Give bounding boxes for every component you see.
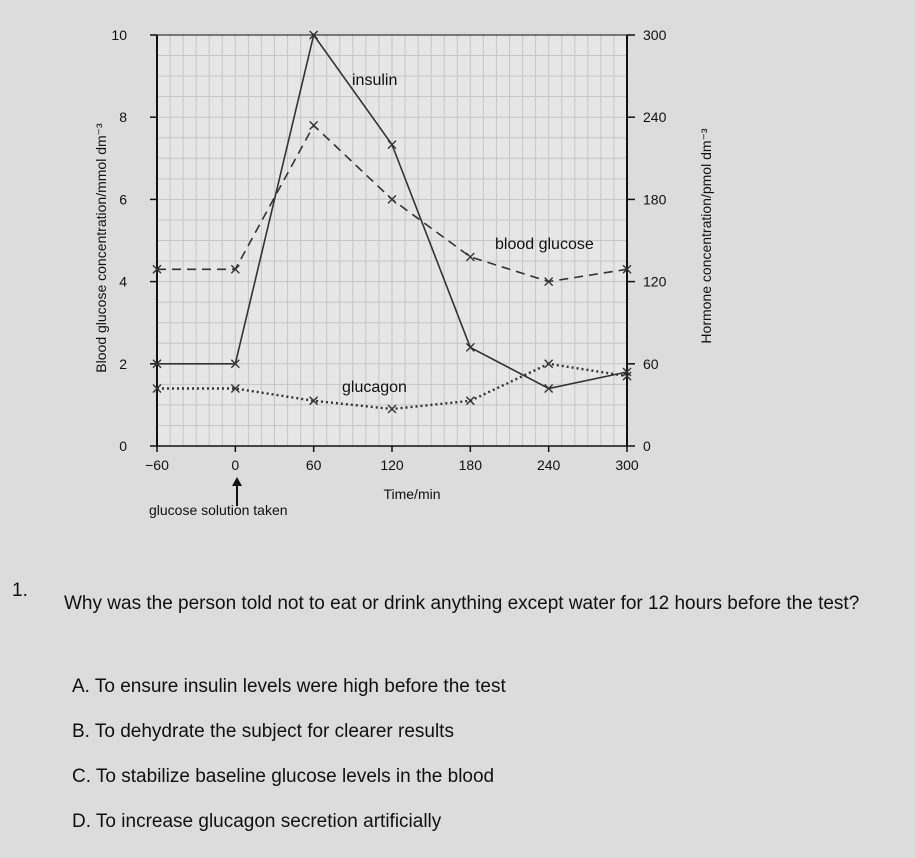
- data-point-blood-glucose: [230, 264, 240, 274]
- data-point-glucagon: [387, 404, 397, 414]
- data-point-blood-glucose: [152, 264, 162, 274]
- question-number: 1.: [12, 580, 28, 601]
- data-point-glucagon: [152, 383, 162, 393]
- data-point-blood-glucose: [465, 252, 475, 262]
- left-y-tick-label: 0: [119, 438, 127, 454]
- x-tick-label: 240: [537, 457, 561, 473]
- data-point-glucagon: [622, 371, 632, 381]
- data-point-glucagon: [544, 359, 554, 369]
- data-point-insulin: [622, 367, 632, 377]
- left-axis-title: Blood glucose concentration/mmol dm⁻³: [93, 123, 109, 373]
- data-point-glucagon: [309, 396, 319, 406]
- left-y-tick-label: 2: [119, 356, 127, 372]
- right-y-tick-label: 240: [643, 109, 667, 125]
- annotation-glucose-taken: glucose solution taken: [149, 502, 288, 518]
- option-d[interactable]: D. To increase glucagon secretion artifi…: [72, 811, 442, 832]
- data-point-blood-glucose: [544, 277, 554, 287]
- data-point-blood-glucose: [309, 120, 319, 130]
- series-label-blood-glucose: blood glucose: [495, 236, 594, 253]
- right-y-tick-label: 60: [643, 356, 659, 372]
- data-point-blood-glucose: [622, 264, 632, 274]
- data-point-insulin: [544, 383, 554, 393]
- chart-series: [152, 30, 632, 414]
- x-tick-label: 0: [231, 457, 239, 473]
- right-y-tick-label: 120: [643, 274, 667, 290]
- annotation-arrow: [232, 477, 242, 506]
- x-tick-label: 120: [380, 457, 404, 473]
- right-y-tick-label: 0: [643, 438, 651, 454]
- chart-axes: [150, 34, 635, 452]
- option-a[interactable]: A. To ensure insulin levels were high be…: [72, 676, 506, 697]
- data-point-insulin: [465, 342, 475, 352]
- series-label-insulin: insulin: [352, 72, 397, 89]
- left-y-tick-label: 8: [119, 109, 127, 125]
- left-y-tick-label: 6: [119, 191, 127, 207]
- right-y-tick-label: 180: [643, 191, 667, 207]
- x-tick-label: −60: [145, 457, 169, 473]
- option-b[interactable]: B. To dehydrate the subject for clearer …: [72, 721, 454, 742]
- x-tick-label: 180: [459, 457, 483, 473]
- data-point-glucagon: [230, 383, 240, 393]
- chart-grid: [156, 34, 628, 447]
- option-c[interactable]: C. To stabilize baseline glucose levels …: [72, 766, 495, 787]
- series-label-glucagon: glucagon: [342, 379, 407, 396]
- data-point-blood-glucose: [387, 194, 397, 204]
- right-axis-title: Hormone concentration/pmol dm⁻³: [698, 128, 714, 343]
- data-point-insulin: [152, 359, 162, 369]
- data-point-glucagon: [465, 396, 475, 406]
- x-axis-title: Time/min: [383, 486, 440, 502]
- line-chart: −60 0 60 120 180 240 3000246810060120180240300…: [93, 27, 714, 518]
- right-y-tick-label: 300: [643, 27, 667, 43]
- question-text: Why was the person told not to eat or dr…: [64, 593, 860, 614]
- data-point-insulin: [309, 30, 319, 40]
- left-y-tick-label: 4: [119, 274, 127, 290]
- left-y-tick-label: 10: [111, 27, 127, 43]
- data-point-insulin: [230, 359, 240, 369]
- data-point-insulin: [387, 140, 397, 150]
- x-tick-label: 300: [615, 457, 639, 473]
- x-tick-label: 60: [306, 457, 322, 473]
